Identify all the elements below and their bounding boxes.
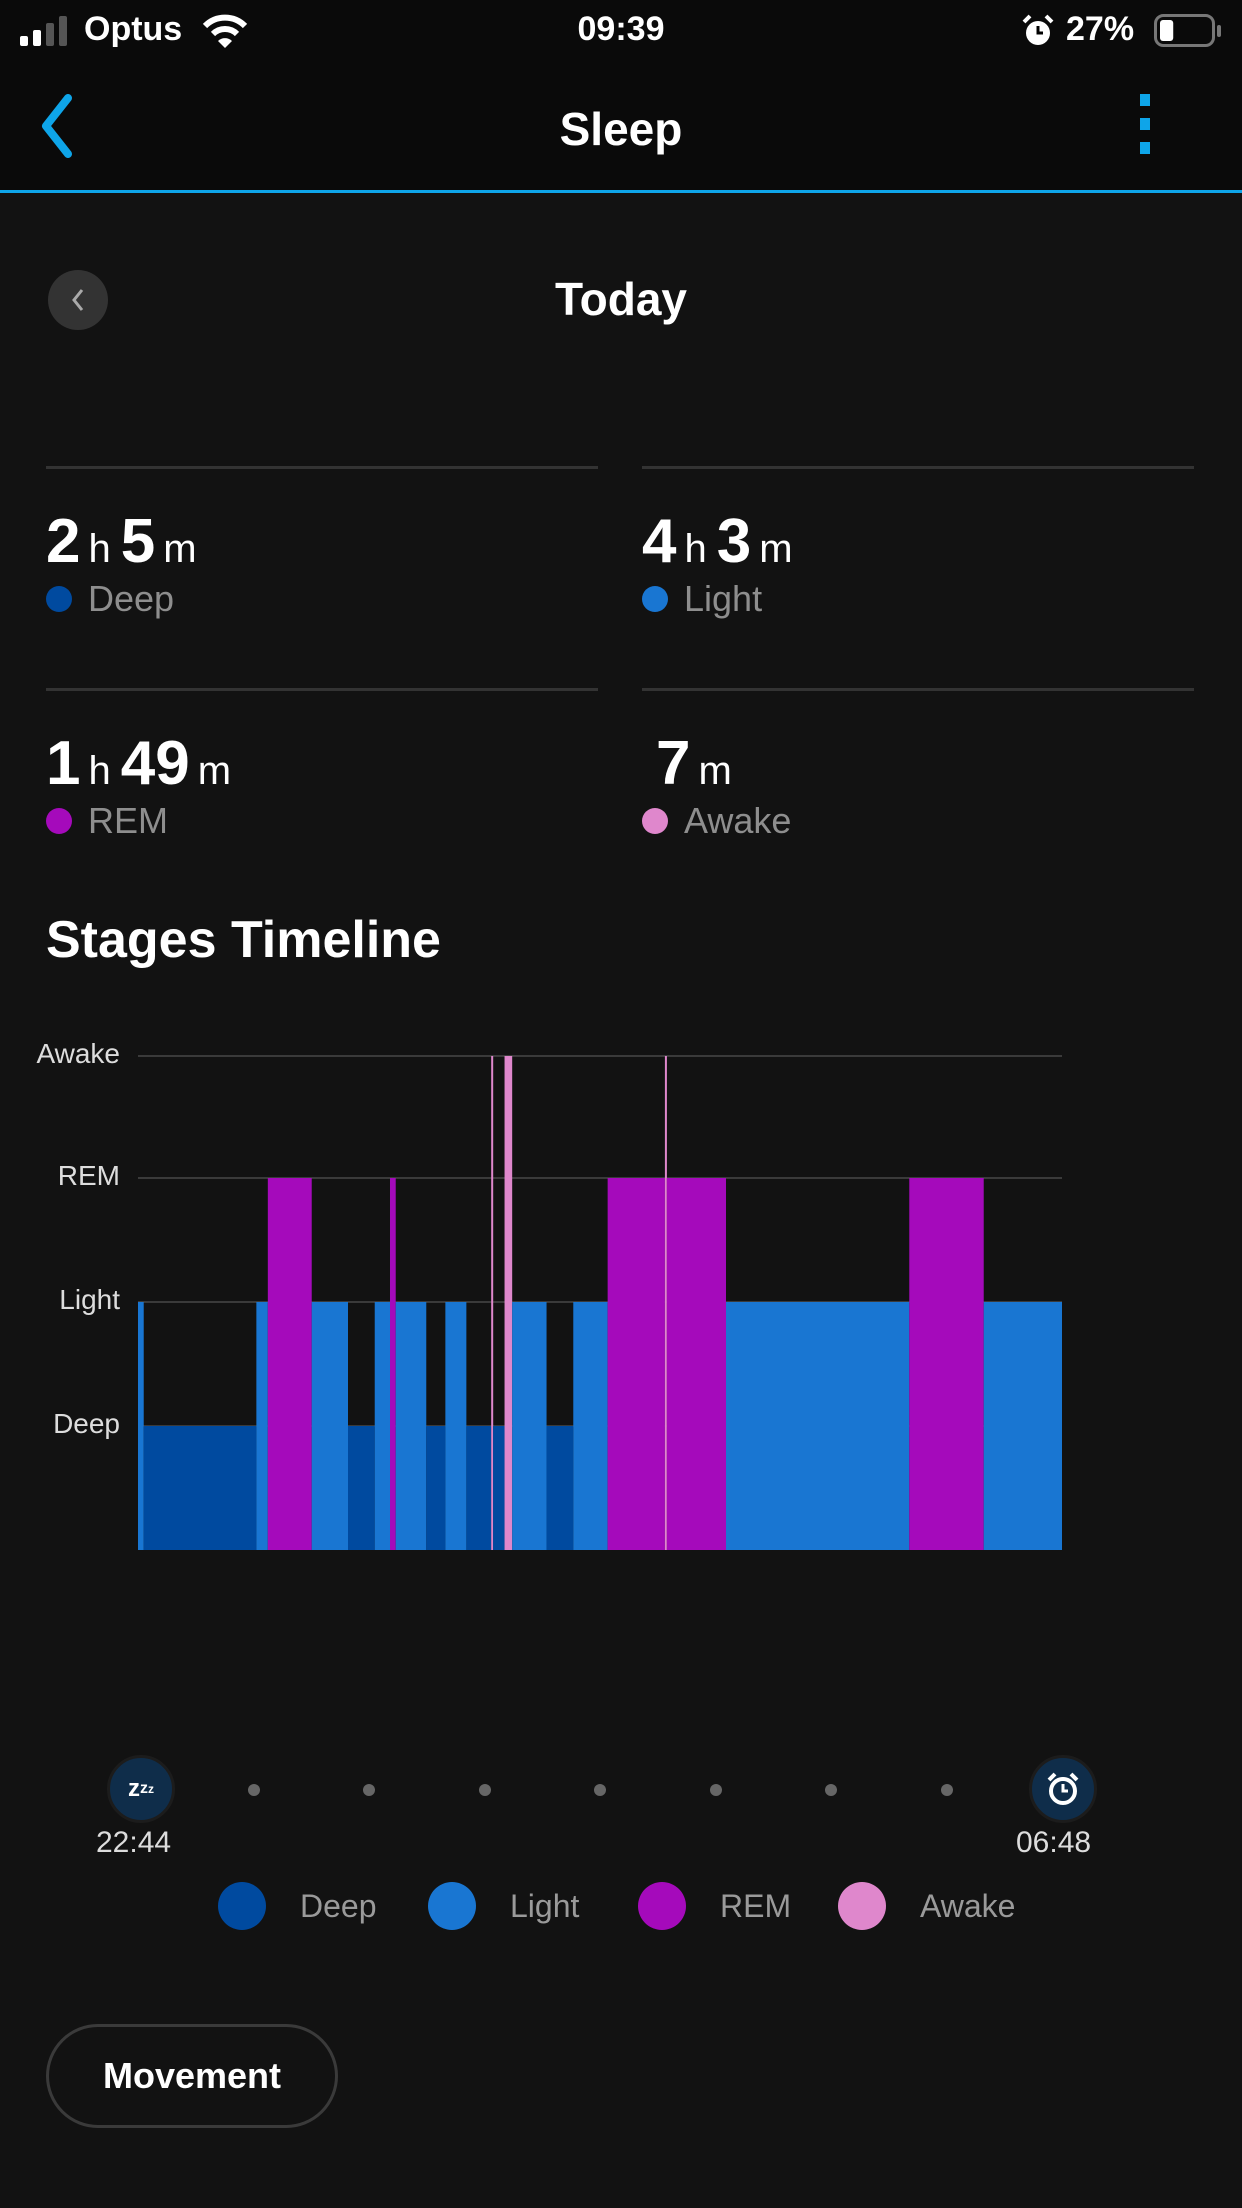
alarm-clock-icon — [1029, 1755, 1097, 1823]
stat-minutes-unit: m — [759, 527, 793, 571]
stat-hours-unit: h — [88, 749, 111, 793]
legend-label: REM — [720, 1888, 792, 1924]
axis-tick-dot — [594, 1784, 606, 1796]
stage-color-dot — [46, 808, 72, 834]
legend-color-dot — [428, 1882, 476, 1930]
carrier-name: Optus — [84, 10, 183, 48]
legend-label: Deep — [300, 1888, 377, 1924]
stat-minutes-unit: m — [197, 749, 232, 793]
y-axis-label: REM — [57, 1160, 120, 1191]
stat-divider — [642, 688, 1194, 691]
battery-icon — [1154, 14, 1221, 47]
stage-segment-light — [983, 1302, 1062, 1550]
stage-segment-deep — [426, 1426, 446, 1550]
stat-divider — [46, 688, 598, 691]
axis-tick-dot — [363, 1784, 375, 1796]
stage-segment-light — [395, 1302, 427, 1550]
axis-tick-dot — [247, 1784, 260, 1796]
chevron-left-icon — [72, 289, 84, 311]
date-label: Today — [554, 273, 688, 325]
clock: 09:39 — [577, 10, 665, 48]
stage-segment-rem — [607, 1178, 665, 1550]
stage-color-dot — [642, 808, 668, 834]
stage-segment-rem — [267, 1178, 312, 1550]
stat-minutes-unit: m — [163, 527, 197, 571]
stage-segment-deep — [493, 1426, 505, 1550]
signal-icon — [20, 16, 67, 46]
stage-segment-light — [256, 1302, 268, 1550]
status-bar: Optus 09:39 27% — [0, 0, 1242, 64]
legend-color-dot — [838, 1882, 886, 1930]
y-axis-label: Awake — [36, 1038, 120, 1069]
stage-segment-deep — [348, 1426, 375, 1550]
stat-value: 1 h 49 m — [46, 728, 241, 799]
stat-minutes: 49 — [120, 729, 190, 798]
stat-minutes: 5 — [120, 507, 156, 576]
alarm-icon — [1022, 14, 1054, 45]
stage-segment-rem — [666, 1178, 726, 1550]
stat-label-text: REM — [88, 800, 168, 841]
stage-segment-deep — [546, 1426, 574, 1550]
y-axis-label: Light — [59, 1284, 120, 1315]
stat-hours-unit: h — [684, 527, 707, 571]
axis-tick-dot — [478, 1784, 491, 1796]
stage-segment-light — [512, 1302, 547, 1550]
stat-label: REM — [46, 800, 168, 842]
stage-segment-awake — [491, 1056, 494, 1550]
axis-tick-dot — [940, 1784, 953, 1796]
stage-segment-light — [445, 1302, 467, 1550]
stage-segment-light — [374, 1302, 390, 1550]
stage-segment-deep — [143, 1426, 257, 1550]
stat-minutes: 7 — [656, 729, 691, 798]
stat-hours: 2 — [46, 507, 81, 576]
back-button[interactable] — [36, 94, 76, 158]
stage-segment-rem — [909, 1178, 984, 1550]
stage-segment-rem — [390, 1178, 396, 1550]
stat-label: Awake — [642, 800, 791, 842]
page-title: Sleep — [559, 103, 683, 155]
stat-hours: 4 — [642, 507, 677, 576]
stage-segment-light — [138, 1302, 144, 1550]
stat-divider — [642, 466, 1194, 469]
stat-label-text: Awake — [684, 800, 792, 841]
stage-segment-light — [573, 1302, 608, 1550]
app-header: Sleep — [0, 64, 1242, 193]
movement-button[interactable]: Movement — [46, 2024, 338, 2128]
stat-hours-unit: h — [88, 527, 111, 571]
more-menu-button[interactable] — [1134, 94, 1158, 158]
stage-color-dot — [46, 586, 72, 612]
stage-segment-light — [311, 1302, 348, 1550]
legend-color-dot — [638, 1882, 686, 1930]
wifi-icon — [202, 14, 248, 48]
stage-segment-deep — [466, 1426, 492, 1550]
previous-day-button[interactable] — [48, 270, 108, 330]
section-title: Stages Timeline — [46, 911, 441, 969]
stat-label: Light — [642, 578, 762, 620]
legend-label: Awake — [920, 1888, 1016, 1924]
stat-hours: 1 — [46, 729, 81, 798]
stat-label-text: Light — [684, 578, 763, 619]
stat-minutes-unit: m — [698, 749, 732, 793]
stage-segment-light — [726, 1302, 910, 1550]
stage-segment-awake — [504, 1056, 513, 1550]
axis-tick-dot — [825, 1784, 837, 1796]
stage-color-dot — [642, 586, 668, 612]
legend-color-dot — [218, 1882, 266, 1930]
battery-percent: 27% — [1066, 10, 1135, 48]
start-time-label: 22:44 — [96, 1826, 172, 1859]
y-axis-label: Deep — [53, 1408, 120, 1439]
end-time-label: 06:48 — [1016, 1826, 1092, 1859]
stat-label-text: Deep — [88, 578, 175, 619]
stage-segment-awake — [664, 1056, 667, 1550]
stat-minutes: 3 — [716, 507, 752, 576]
stat-label: Deep — [46, 578, 174, 620]
stat-divider — [46, 466, 598, 469]
stages-timeline-chart — [138, 1055, 1062, 1550]
axis-tick-dot — [709, 1784, 722, 1796]
legend-label: Light — [510, 1888, 580, 1924]
